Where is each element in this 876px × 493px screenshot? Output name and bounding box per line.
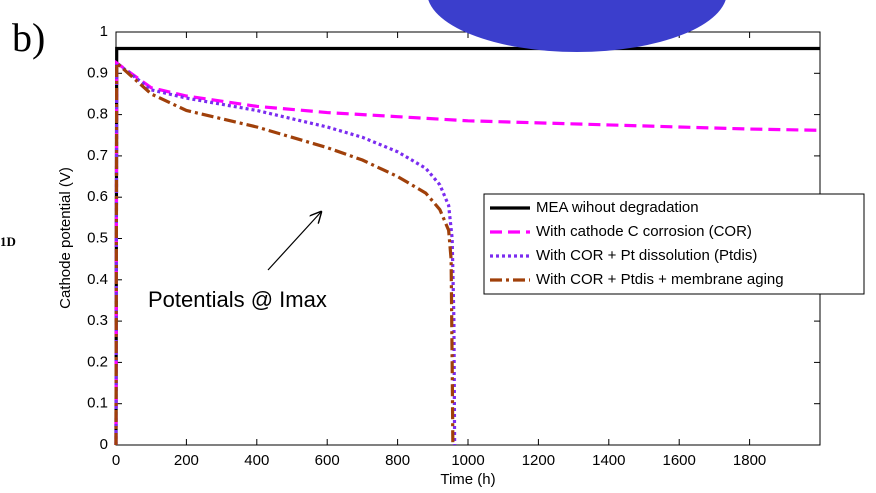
panel-label: b)	[12, 15, 45, 60]
y-tick-label: 0.6	[87, 188, 108, 205]
legend-box	[483, 193, 865, 295]
y-tick-label: 1	[100, 23, 108, 40]
y-tick-label: 0.4	[87, 271, 108, 288]
x-tick-label: 600	[315, 452, 340, 469]
y-tick-label: 0.9	[87, 64, 108, 81]
series-line	[114, 59, 821, 446]
legend-label: With cathode C corrosion (COR)	[536, 223, 752, 240]
x-tick-label: 1200	[522, 452, 555, 469]
x-tick-label: 1800	[733, 452, 766, 469]
x-tick-label: 0	[112, 452, 120, 469]
x-tick-label: 400	[244, 452, 269, 469]
x-tick-label: 200	[174, 452, 199, 469]
x-tick-label: 800	[385, 452, 410, 469]
y-tick-label: 0.3	[87, 312, 108, 329]
y-tick-label: 0.1	[87, 395, 108, 412]
annotation-arrow	[267, 212, 321, 271]
x-tick-label: 1400	[592, 452, 625, 469]
y-tick-label: 0.7	[87, 147, 108, 164]
y-tick-label: 0.8	[87, 106, 108, 123]
x-tick-label: 1000	[451, 452, 484, 469]
y-tick-label: 0	[100, 436, 108, 453]
legend-label: With COR + Pt dissolution (Ptdis)	[536, 247, 757, 264]
series-line	[114, 59, 455, 446]
annotation: Potentials @ Imax	[148, 287, 327, 312]
y-tick-label: 0.5	[87, 229, 108, 246]
side-label: 1D	[0, 234, 16, 249]
legend-label: MEA wihout degradation	[536, 199, 699, 216]
x-axis-label: Time (h)	[440, 471, 495, 488]
x-tick-label: 1600	[663, 452, 696, 469]
series-line	[114, 59, 457, 446]
y-tick-label: 0.2	[87, 353, 108, 370]
y-axis-label: Cathode potential (V)	[57, 167, 74, 309]
legend-label: With COR + Ptdis + membrane aging	[536, 271, 784, 288]
